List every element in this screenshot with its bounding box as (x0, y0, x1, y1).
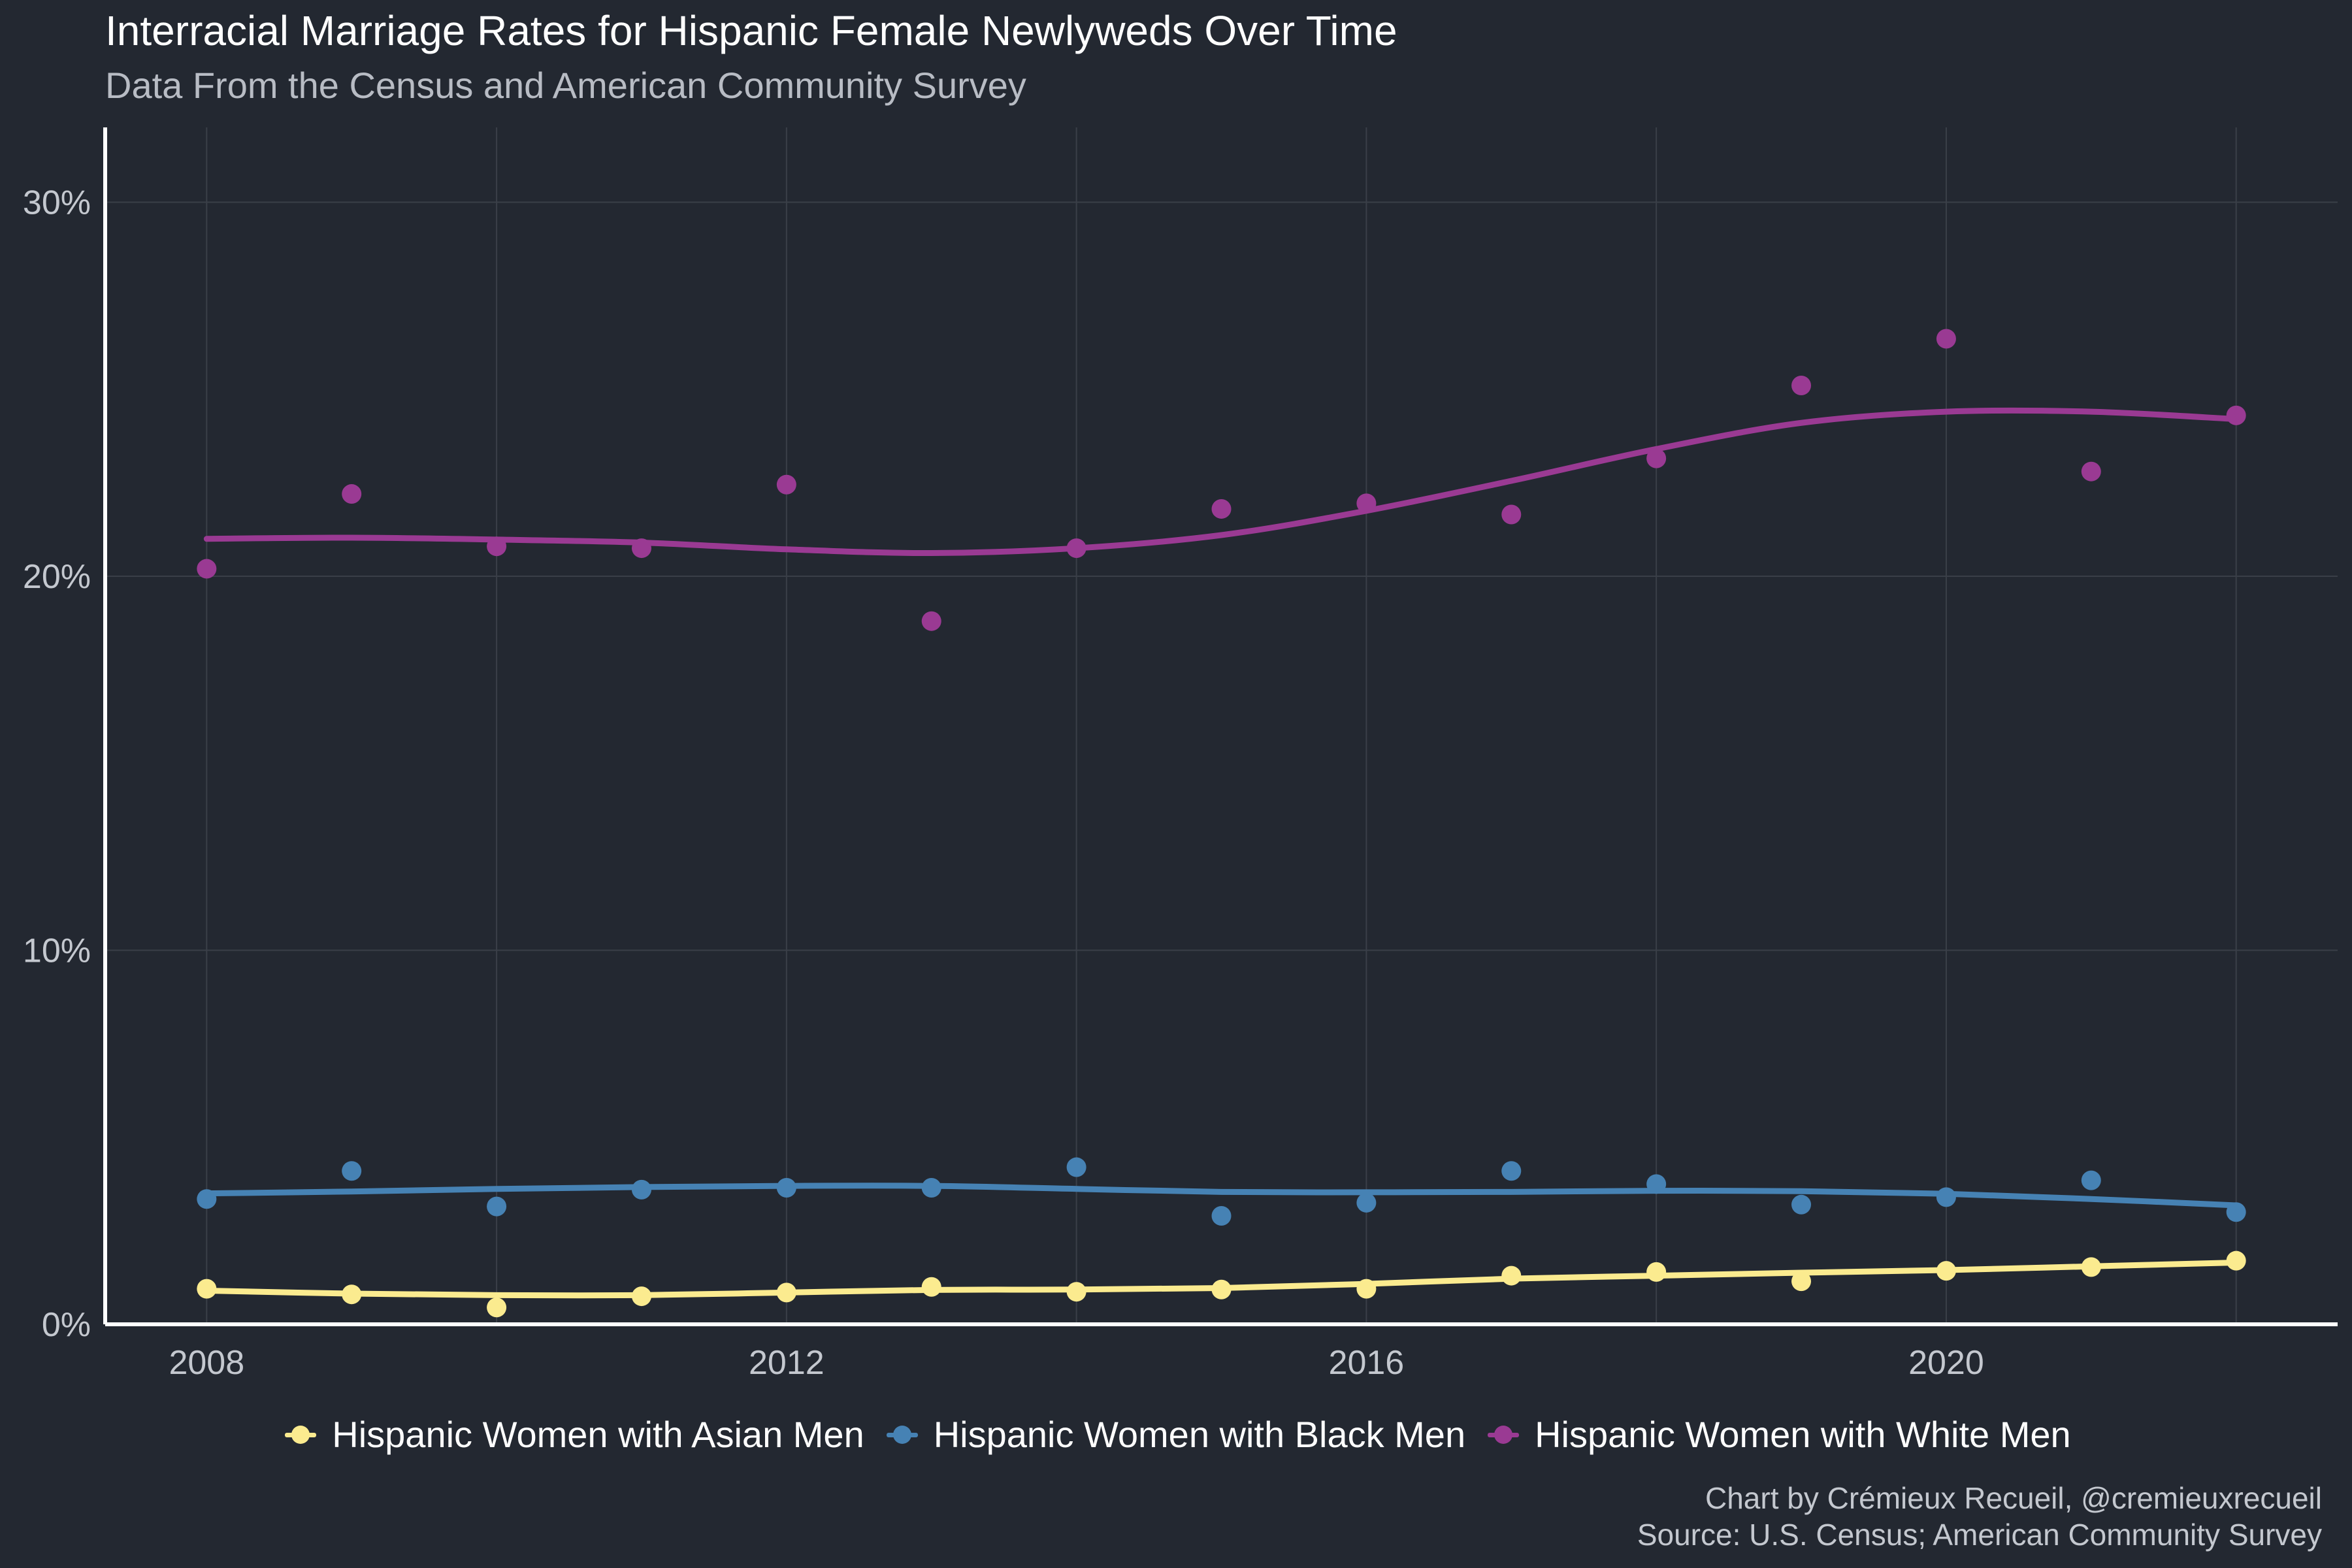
legend-item-asian: Hispanic Women with Asian Men (281, 1413, 864, 1456)
y-tick-label: 20% (23, 558, 91, 596)
data-point-white (776, 474, 796, 495)
legend-key-asian (281, 1422, 320, 1448)
data-point-white (1356, 493, 1377, 514)
data-point-asian (921, 1277, 941, 1297)
data-point-white (2081, 461, 2101, 482)
x-tick-labels: 2008 2012 2016 2020 (169, 1344, 1984, 1382)
data-point-black (1211, 1205, 1232, 1226)
data-point-asian (631, 1286, 651, 1307)
data-point-white (1936, 329, 1956, 349)
chart-caption: Chart by Crémieux Recueil, @cremieuxrecu… (1637, 1480, 2322, 1553)
legend-key-white (1484, 1422, 1523, 1448)
data-point-white (631, 538, 651, 559)
data-point-white (921, 611, 941, 631)
data-point-black (2081, 1170, 2101, 1190)
data-point-asian (1066, 1282, 1086, 1302)
data-point-asian (1501, 1266, 1522, 1286)
data-point-black (1936, 1187, 1956, 1207)
data-point-asian (342, 1284, 362, 1305)
data-point-asian (1211, 1279, 1232, 1299)
data-point-asian (487, 1298, 507, 1318)
data-point-asian (1356, 1279, 1377, 1299)
legend-label-asian: Hispanic Women with Asian Men (332, 1414, 864, 1455)
series-asian (197, 1250, 2246, 1318)
caption-credit: Chart by Crémieux Recueil, @cremieuxrecu… (1705, 1481, 2322, 1515)
data-point-black (197, 1189, 217, 1209)
legend-item-black: Hispanic Women with Black Men (883, 1413, 1465, 1456)
chart-subtitle: Data From the Census and American Commun… (105, 65, 1026, 106)
axes (103, 127, 2338, 1326)
data-point-white (1646, 448, 1667, 468)
y-tick-label: 30% (23, 184, 91, 222)
legend-key-black (883, 1422, 922, 1448)
series-black (197, 1157, 2246, 1226)
legend: Hispanic Women with Asian Men Hispanic W… (0, 1413, 2352, 1456)
data-point-black (1356, 1192, 1377, 1213)
data-point-black (342, 1161, 362, 1181)
data-point-asian (776, 1282, 796, 1303)
series-group (197, 329, 2246, 1318)
data-point-black (1066, 1157, 1086, 1177)
chart-title: Interracial Marriage Rates for Hispanic … (105, 7, 1397, 54)
legend-item-white: Hispanic Women with White Men (1484, 1413, 2071, 1456)
data-point-asian (197, 1279, 217, 1299)
data-point-white (1066, 538, 1086, 559)
data-point-white (1791, 376, 1812, 396)
grid-lines (105, 127, 2338, 1324)
data-point-asian (1936, 1261, 1956, 1281)
legend-label-white: Hispanic Women with White Men (1535, 1414, 2071, 1455)
data-point-black (631, 1179, 651, 1200)
y-tick-label: 0% (42, 1306, 91, 1344)
caption-source: Source: U.S. Census; American Community … (1637, 1518, 2322, 1552)
legend-label-black: Hispanic Women with Black Men (933, 1414, 1466, 1455)
data-point-black (1791, 1194, 1812, 1215)
data-point-asian (2226, 1250, 2246, 1271)
x-tick-label: 2012 (749, 1344, 825, 1382)
data-point-black (1501, 1161, 1522, 1181)
data-point-asian (2081, 1257, 2101, 1277)
data-point-black (921, 1178, 941, 1198)
x-tick-label: 2016 (1329, 1344, 1405, 1382)
data-point-white (487, 536, 507, 557)
data-point-black (487, 1196, 507, 1217)
data-point-white (197, 559, 217, 579)
data-point-black (2226, 1202, 2246, 1222)
data-point-white (342, 484, 362, 504)
x-tick-label: 2008 (169, 1344, 244, 1382)
y-tick-labels: 0% 10% 20% 30% (23, 184, 91, 1345)
data-point-white (1501, 504, 1522, 525)
trend-line-white (203, 407, 2240, 557)
series-white (197, 329, 2246, 631)
data-point-white (1211, 498, 1232, 519)
data-point-white (2226, 405, 2246, 425)
data-point-black (776, 1178, 796, 1198)
data-point-black (1646, 1174, 1667, 1194)
data-point-asian (1646, 1262, 1667, 1282)
data-point-asian (1791, 1271, 1812, 1292)
trend-line-black (203, 1183, 2240, 1209)
y-tick-label: 10% (23, 932, 91, 970)
x-tick-label: 2020 (1908, 1344, 1984, 1382)
